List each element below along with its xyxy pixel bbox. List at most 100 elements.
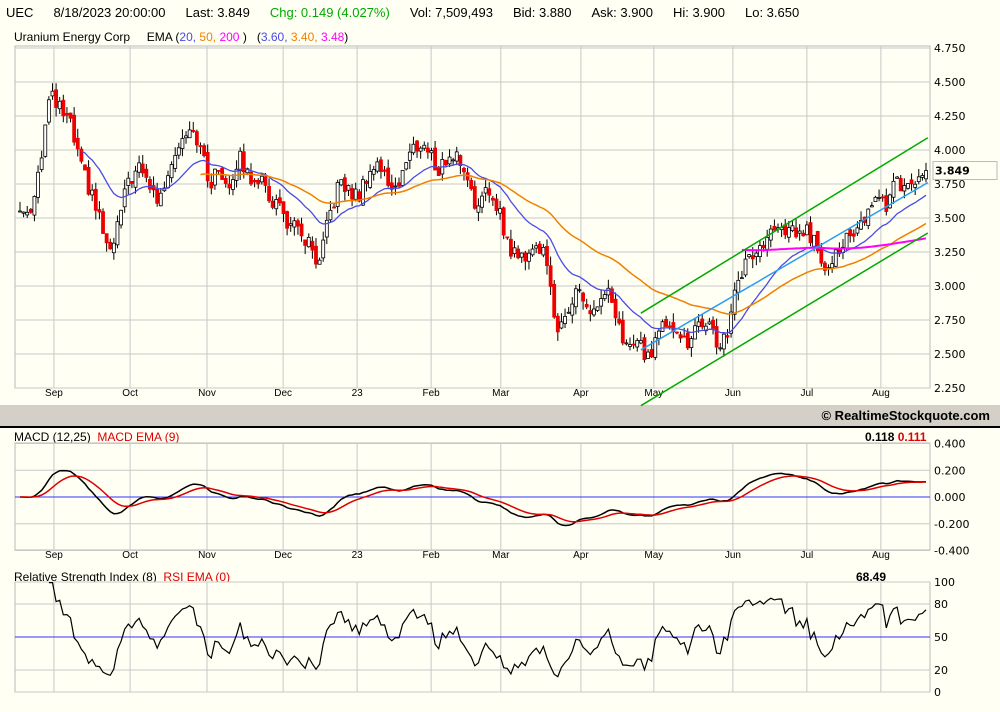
candle (924, 170, 928, 180)
candle (216, 169, 221, 172)
candle (447, 156, 452, 165)
candle (353, 188, 358, 200)
candle (317, 259, 322, 265)
candle (714, 326, 719, 348)
candle (472, 186, 477, 209)
paren: ) (344, 30, 349, 44)
quote-datetime: 8/18/2023 20:00:00 (53, 5, 166, 20)
ema20-period: 20, (179, 30, 197, 44)
rsi-tick-label: 100 (934, 576, 955, 589)
price-tick-label: 3.500 (934, 212, 966, 225)
candle (18, 210, 22, 213)
candle (50, 90, 55, 97)
candle (379, 159, 383, 173)
low: Lo: 3.650 (744, 5, 800, 20)
candle (729, 311, 733, 334)
candle (548, 265, 553, 287)
month-label: Nov (198, 388, 216, 399)
candle (227, 183, 232, 189)
candle (375, 161, 380, 172)
candle (519, 252, 524, 258)
candle (573, 288, 578, 308)
candle (736, 279, 741, 293)
candle (422, 144, 427, 149)
candle (462, 167, 466, 173)
candle (166, 175, 170, 189)
candle (194, 131, 199, 146)
candle (595, 306, 600, 311)
candle (541, 246, 546, 256)
paren: ) (242, 30, 247, 44)
candle (184, 135, 188, 139)
candle (869, 205, 874, 208)
candle (916, 176, 921, 182)
macd-tick-label: 0.000 (934, 491, 966, 504)
month-label: Apr (573, 388, 589, 399)
candle (332, 206, 336, 209)
candle (635, 340, 640, 348)
month-label: Sep (45, 388, 63, 399)
candle (407, 151, 412, 161)
candle (36, 171, 40, 198)
candle (830, 263, 835, 269)
candle (624, 342, 629, 345)
month-label: Sep (45, 550, 63, 561)
candle (310, 240, 315, 251)
ask: Ask: 3.900 (591, 5, 653, 20)
candle (328, 209, 333, 221)
candle (859, 220, 863, 230)
candle (46, 99, 51, 123)
symbol: UEC (6, 5, 34, 20)
rsi-line (48, 581, 927, 678)
candle (368, 170, 373, 188)
macd-line (19, 469, 927, 527)
high: Hi: 3.900 (672, 5, 725, 20)
candle (436, 166, 441, 177)
candle (259, 175, 264, 183)
candle (476, 205, 481, 213)
candle (469, 180, 474, 190)
candle (588, 310, 593, 315)
price-tick-label: 2.500 (934, 348, 966, 361)
candle (429, 150, 434, 154)
candle (512, 247, 517, 255)
candle (537, 243, 542, 254)
price-tick-label: 4.250 (934, 110, 966, 123)
candle (202, 145, 206, 156)
candle (765, 236, 770, 250)
rsi-tick-label: 80 (934, 598, 948, 611)
price-legend: Uranium Energy Corp EMA (20, 50, 200 ) (… (14, 30, 348, 44)
candle (454, 151, 459, 162)
candle (433, 147, 437, 171)
candle (61, 99, 66, 117)
candle (104, 233, 109, 244)
candle (75, 137, 80, 150)
candle (458, 155, 463, 167)
candle (122, 188, 127, 208)
candle (28, 208, 33, 213)
candle (321, 239, 326, 259)
candle (552, 283, 557, 318)
candle (682, 335, 687, 338)
candle (649, 349, 654, 358)
macd-tick-label: 0.400 (934, 438, 966, 451)
candle (675, 331, 679, 334)
month-label: Apr (573, 550, 589, 561)
candle (620, 319, 625, 344)
candle (213, 168, 217, 186)
candle (346, 185, 351, 191)
candle (411, 143, 416, 154)
macd-tick-label: -0.200 (934, 518, 969, 531)
candle (797, 230, 802, 234)
candle (516, 248, 521, 259)
candle (342, 177, 347, 192)
last-price-tag (932, 161, 998, 181)
candle (772, 225, 777, 231)
candle (786, 227, 791, 238)
candle (873, 196, 878, 203)
ema20-value: 3.60, (260, 30, 288, 44)
candle (393, 185, 398, 188)
candle (653, 337, 658, 358)
candle (108, 241, 113, 250)
